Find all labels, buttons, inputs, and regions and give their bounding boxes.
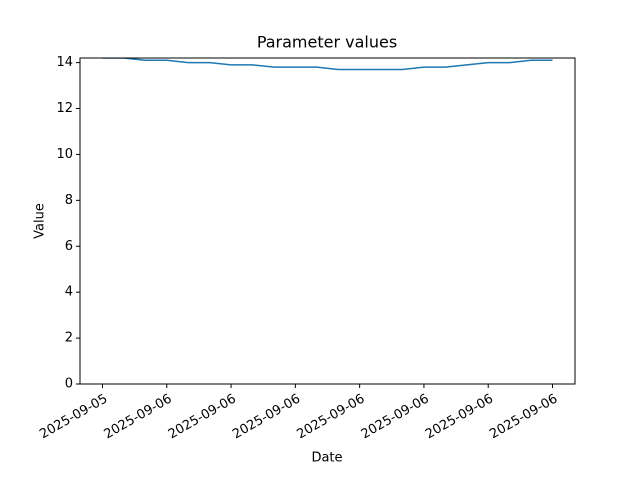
y-tick-label: 8: [65, 193, 73, 208]
x-tick-label: 2025-09-06: [166, 392, 239, 443]
x-tick-label: 2025-09-06: [359, 392, 432, 443]
y-tick-label: 12: [56, 101, 73, 116]
y-axis-label: Value: [33, 203, 48, 239]
x-tick-label: 2025-09-06: [230, 392, 303, 443]
y-tick-label: 10: [56, 147, 73, 162]
x-tick-label: 2025-09-06: [423, 392, 496, 443]
x-tick-label: 2025-09-06: [294, 392, 367, 443]
x-tick-label: 2025-09-06: [102, 392, 175, 443]
x-axis-label: Date: [311, 451, 342, 466]
x-tick-label: 2025-09-05: [37, 392, 110, 443]
y-tick-label: 6: [65, 239, 73, 254]
y-tick-label: 14: [56, 55, 73, 70]
y-tick-label: 0: [65, 377, 73, 392]
x-tick-label: 2025-09-06: [487, 392, 560, 443]
y-tick-label: 2: [65, 331, 73, 346]
data-line: [102, 58, 553, 71]
plot-frame: [79, 57, 576, 385]
chart-title: Parameter values: [257, 33, 397, 52]
y-tick-label: 4: [65, 285, 73, 300]
